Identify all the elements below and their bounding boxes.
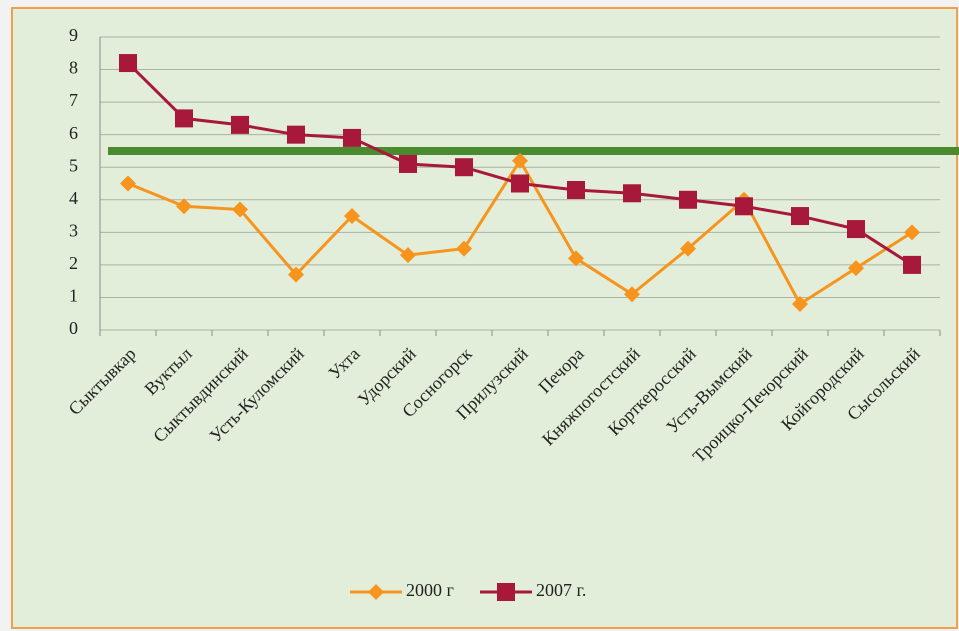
- marker: [512, 152, 528, 169]
- marker: [680, 240, 696, 257]
- marker: [624, 286, 640, 303]
- y-tick-label: 0: [69, 318, 78, 338]
- marker: [176, 198, 192, 215]
- y-tick-label: 4: [69, 188, 78, 208]
- marker: [567, 181, 585, 200]
- marker: [232, 201, 248, 218]
- marker: [120, 175, 136, 192]
- marker: [511, 174, 529, 193]
- marker: [679, 190, 697, 209]
- marker: [368, 584, 384, 600]
- marker: [456, 240, 472, 257]
- marker: [343, 128, 361, 147]
- marker: [344, 208, 360, 225]
- legend-label: 2000 г: [406, 580, 454, 600]
- marker: [568, 250, 584, 267]
- marker: [497, 583, 515, 601]
- legend-label: 2007 г.: [536, 580, 586, 600]
- marker: [399, 154, 417, 173]
- marker: [175, 109, 193, 128]
- marker: [231, 115, 249, 134]
- marker: [455, 158, 473, 177]
- marker: [847, 220, 865, 239]
- marker: [904, 224, 920, 241]
- marker: [735, 197, 753, 216]
- marker: [792, 295, 808, 312]
- marker: [791, 207, 809, 226]
- chart-background: [11, 7, 958, 629]
- marker: [623, 184, 641, 203]
- y-tick-label: 3: [69, 220, 78, 240]
- y-tick-label: 5: [69, 155, 78, 175]
- y-tick-label: 7: [69, 90, 78, 110]
- marker: [848, 260, 864, 277]
- y-tick-label: 9: [69, 25, 78, 45]
- y-tick-label: 8: [69, 58, 78, 78]
- marker: [400, 247, 416, 264]
- y-tick-label: 6: [69, 123, 78, 143]
- marker: [288, 266, 304, 283]
- y-tick-label: 1: [69, 286, 78, 306]
- marker: [903, 255, 921, 274]
- marker: [287, 125, 305, 144]
- y-tick-label: 2: [69, 253, 78, 273]
- marker: [119, 54, 137, 73]
